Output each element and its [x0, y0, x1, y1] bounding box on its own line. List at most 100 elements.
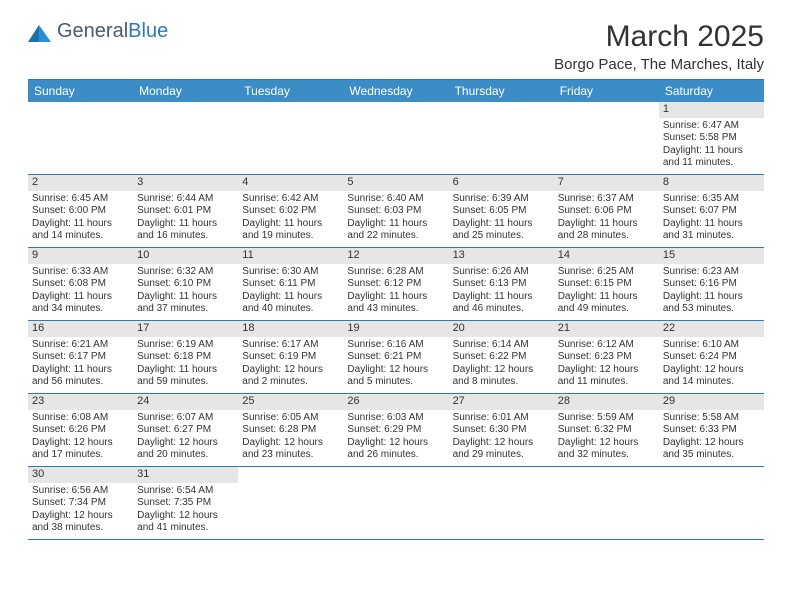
day-details: Sunrise: 6:16 AMSunset: 6:21 PMDaylight:… [343, 339, 448, 393]
day-cell [238, 102, 343, 174]
day-details: Sunrise: 6:28 AMSunset: 6:12 PMDaylight:… [343, 266, 448, 320]
sunrise-line: Sunrise: 6:40 AM [347, 193, 444, 206]
day-details: Sunrise: 6:44 AMSunset: 6:01 PMDaylight:… [133, 193, 238, 247]
day-cell: 14Sunrise: 6:25 AMSunset: 6:15 PMDayligh… [554, 248, 659, 320]
sunset-line: Sunset: 6:28 PM [242, 424, 339, 437]
day-number: 31 [133, 467, 238, 483]
sunset-line: Sunset: 6:00 PM [32, 205, 129, 218]
sunset-line: Sunset: 6:33 PM [663, 424, 760, 437]
day-details: Sunrise: 6:56 AMSunset: 7:34 PMDaylight:… [28, 485, 133, 539]
day-number: 17 [133, 321, 238, 337]
day-number: 24 [133, 394, 238, 410]
day-cell: 6Sunrise: 6:39 AMSunset: 6:05 PMDaylight… [449, 175, 554, 247]
day-cell: 20Sunrise: 6:14 AMSunset: 6:22 PMDayligh… [449, 321, 554, 393]
sunset-line: Sunset: 6:10 PM [137, 278, 234, 291]
day-number: 30 [28, 467, 133, 483]
day-cell: 31Sunrise: 6:54 AMSunset: 7:35 PMDayligh… [133, 467, 238, 539]
sunset-line: Sunset: 6:22 PM [453, 351, 550, 364]
day-cell: 12 Sunrise: 6:28 AMSunset: 6:12 PMDayligh… [343, 248, 448, 320]
day-details: Sunrise: 6:25 AMSunset: 6:15 PMDaylight:… [554, 266, 659, 320]
sunset-line: Sunset: 7:35 PM [137, 497, 234, 510]
sunset-line: Sunset: 6:24 PM [663, 351, 760, 364]
calendar-page: GeneralBlue March 2025 Borgo Pace, The M… [0, 0, 792, 550]
daylight-line: Daylight: 12 hours and 20 minutes. [137, 437, 234, 462]
sunrise-line: Sunrise: 5:59 AM [558, 412, 655, 425]
day-number: 21 [554, 321, 659, 337]
sunrise-line: Sunrise: 6:07 AM [137, 412, 234, 425]
day-number: 4 [238, 175, 343, 191]
sunset-line: Sunset: 6:02 PM [242, 205, 339, 218]
sunrise-line: Sunrise: 5:58 AM [663, 412, 760, 425]
day-cell: 4 Sunrise: 6:42 AMSunset: 6:02 PMDaylight… [238, 175, 343, 247]
sunset-line: Sunset: 6:11 PM [242, 278, 339, 291]
day-details: Sunrise: 6:32 AMSunset: 6:10 PMDaylight:… [133, 266, 238, 320]
day-cell: 29Sunrise: 5:58 AMSunset: 6:33 PMDayligh… [659, 394, 764, 466]
sunrise-line: Sunrise: 6:21 AM [32, 339, 129, 352]
daylight-line: Daylight: 12 hours and 29 minutes. [453, 437, 550, 462]
sunrise-line: Sunrise: 6:30 AM [242, 266, 339, 279]
day-cell: 1 Sunrise: 6:47 AMSunset: 5:58 PMDaylight… [659, 102, 764, 174]
day-details: Sunrise: 6:33 AMSunset: 6:08 PMDaylight:… [28, 266, 133, 320]
sunset-line: Sunset: 6:17 PM [32, 351, 129, 364]
day-details: Sunrise: 6:19 AMSunset: 6:18 PMDaylight:… [133, 339, 238, 393]
day-details: Sunrise: 6:37 AMSunset: 6:06 PMDaylight:… [554, 193, 659, 247]
day-cell: 24 Sunrise: 6:07 AMSunset: 6:27 PMDayligh… [133, 394, 238, 466]
sunrise-line: Sunrise: 6:05 AM [242, 412, 339, 425]
sunrise-line: Sunrise: 6:14 AM [453, 339, 550, 352]
sunset-line: Sunset: 6:23 PM [558, 351, 655, 364]
day-cell: 10Sunrise: 6:32 AMSunset: 6:10 PMDayligh… [133, 248, 238, 320]
day-number: 26 [343, 394, 448, 410]
day-details: Sunrise: 6:17 AMSunset: 6:19 PMDaylight:… [238, 339, 343, 393]
day-number: 8 [659, 175, 764, 191]
day-details: Sunrise: 6:40 AMSunset: 6:03 PMDaylight:… [343, 193, 448, 247]
day-details: Sunrise: 6:01 AMSunset: 6:30 PMDaylight:… [449, 412, 554, 466]
sunrise-line: Sunrise: 6:39 AM [453, 193, 550, 206]
day-number: 1 [659, 102, 764, 118]
sunrise-line: Sunrise: 6:35 AM [663, 193, 760, 206]
day-details: Sunrise: 6:47 AMSunset: 5:58 PMDaylight:… [659, 120, 764, 174]
sunset-line: Sunset: 6:13 PM [453, 278, 550, 291]
daylight-line: Daylight: 11 hours and 59 minutes. [137, 364, 234, 389]
week-row: 9Sunrise: 6:33 AMSunset: 6:08 PMDaylight… [28, 248, 764, 321]
day-number: 13 [449, 248, 554, 264]
sunset-line: Sunset: 6:16 PM [663, 278, 760, 291]
day-details: Sunrise: 6:30 AMSunset: 6:11 PMDaylight:… [238, 266, 343, 320]
page-title: March 2025 [554, 20, 764, 54]
logo: GeneralBlue [28, 20, 168, 43]
day-number: 12 [343, 248, 448, 264]
day-number: 18 [238, 321, 343, 337]
day-number: 22 [659, 321, 764, 337]
day-number: 11 [238, 248, 343, 264]
daylight-line: Daylight: 12 hours and 38 minutes. [32, 510, 129, 535]
location-subtitle: Borgo Pace, The Marches, Italy [554, 56, 764, 73]
day-details: Sunrise: 6:35 AMSunset: 6:07 PMDaylight:… [659, 193, 764, 247]
day-cell [28, 102, 133, 174]
day-cell: 28Sunrise: 5:59 AMSunset: 6:32 PMDayligh… [554, 394, 659, 466]
daylight-line: Daylight: 12 hours and 23 minutes. [242, 437, 339, 462]
daylight-line: Daylight: 11 hours and 40 minutes. [242, 291, 339, 316]
daylight-line: Daylight: 12 hours and 5 minutes. [347, 364, 444, 389]
day-cell [343, 102, 448, 174]
day-cell: 11 Sunrise: 6:30 AMSunset: 6:11 PMDayligh… [238, 248, 343, 320]
day-cell [133, 102, 238, 174]
daylight-line: Daylight: 11 hours and 19 minutes. [242, 218, 339, 243]
day-details: Sunrise: 6:03 AMSunset: 6:29 PMDaylight:… [343, 412, 448, 466]
title-block: March 2025 Borgo Pace, The Marches, Ital… [554, 20, 764, 73]
day-details: Sunrise: 6:08 AMSunset: 6:26 PMDaylight:… [28, 412, 133, 466]
day-cell: 8 Sunrise: 6:35 AMSunset: 6:07 PMDaylight… [659, 175, 764, 247]
day-number: 23 [28, 394, 133, 410]
weekday-header: Tuesday [238, 80, 343, 102]
header: GeneralBlue March 2025 Borgo Pace, The M… [28, 20, 764, 73]
day-details: Sunrise: 6:14 AMSunset: 6:22 PMDaylight:… [449, 339, 554, 393]
weekday-header: Sunday [28, 80, 133, 102]
day-cell: 18 Sunrise: 6:17 AMSunset: 6:19 PMDayligh… [238, 321, 343, 393]
day-cell: 7Sunrise: 6:37 AMSunset: 6:06 PMDaylight… [554, 175, 659, 247]
sunset-line: Sunset: 6:19 PM [242, 351, 339, 364]
day-details: Sunrise: 6:07 AMSunset: 6:27 PMDaylight:… [133, 412, 238, 466]
day-number: 15 [659, 248, 764, 264]
sunrise-line: Sunrise: 6:33 AM [32, 266, 129, 279]
sunrise-line: Sunrise: 6:42 AM [242, 193, 339, 206]
week-row: 2Sunrise: 6:45 AMSunset: 6:00 PMDaylight… [28, 175, 764, 248]
day-details: Sunrise: 6:39 AMSunset: 6:05 PMDaylight:… [449, 193, 554, 247]
sunrise-line: Sunrise: 6:25 AM [558, 266, 655, 279]
